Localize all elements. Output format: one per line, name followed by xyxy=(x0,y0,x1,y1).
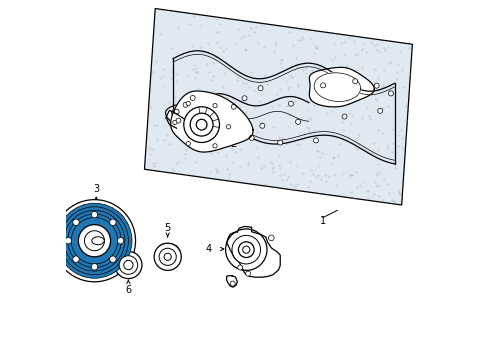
Polygon shape xyxy=(144,9,411,205)
Circle shape xyxy=(387,91,393,96)
Circle shape xyxy=(258,86,263,91)
Circle shape xyxy=(245,271,250,276)
Circle shape xyxy=(373,83,378,88)
Circle shape xyxy=(190,113,213,136)
Circle shape xyxy=(174,109,179,114)
Circle shape xyxy=(87,234,102,248)
Polygon shape xyxy=(226,226,280,277)
Circle shape xyxy=(320,83,325,88)
Circle shape xyxy=(230,281,235,286)
Circle shape xyxy=(242,246,249,253)
Circle shape xyxy=(186,101,190,105)
Text: 5: 5 xyxy=(164,223,170,233)
Circle shape xyxy=(172,120,177,125)
Text: 4: 4 xyxy=(205,244,211,254)
Circle shape xyxy=(109,256,116,262)
Circle shape xyxy=(154,243,181,270)
Circle shape xyxy=(186,141,190,146)
Polygon shape xyxy=(309,67,374,107)
Text: 3: 3 xyxy=(93,184,99,194)
Circle shape xyxy=(65,238,71,244)
Circle shape xyxy=(64,210,124,271)
Circle shape xyxy=(73,256,79,262)
Circle shape xyxy=(115,251,142,279)
Circle shape xyxy=(183,107,219,143)
Circle shape xyxy=(117,238,123,244)
Circle shape xyxy=(67,214,121,267)
Circle shape xyxy=(212,103,217,108)
Circle shape xyxy=(84,231,104,251)
Circle shape xyxy=(248,135,254,140)
Circle shape xyxy=(164,253,171,260)
Circle shape xyxy=(71,217,118,264)
Circle shape xyxy=(352,79,357,84)
Circle shape xyxy=(341,114,346,119)
Circle shape xyxy=(231,235,260,264)
Circle shape xyxy=(212,144,217,148)
Ellipse shape xyxy=(92,237,104,245)
Polygon shape xyxy=(170,91,252,152)
Circle shape xyxy=(91,211,98,218)
Circle shape xyxy=(196,119,206,130)
Circle shape xyxy=(119,256,138,274)
Circle shape xyxy=(238,242,254,257)
Circle shape xyxy=(225,229,266,270)
Circle shape xyxy=(73,219,79,225)
Text: 1: 1 xyxy=(319,216,325,226)
Circle shape xyxy=(268,235,274,241)
Polygon shape xyxy=(165,99,217,128)
Circle shape xyxy=(277,140,282,145)
Circle shape xyxy=(53,200,135,282)
Text: 2: 2 xyxy=(230,139,236,149)
Circle shape xyxy=(159,248,176,265)
Circle shape xyxy=(176,118,181,123)
Polygon shape xyxy=(157,244,180,267)
Text: 6: 6 xyxy=(125,285,131,295)
Circle shape xyxy=(123,260,133,270)
Circle shape xyxy=(91,264,98,270)
Circle shape xyxy=(377,108,382,113)
Polygon shape xyxy=(226,276,237,287)
Circle shape xyxy=(183,102,188,107)
Circle shape xyxy=(259,123,264,128)
Circle shape xyxy=(57,203,132,278)
Circle shape xyxy=(237,265,242,270)
Circle shape xyxy=(188,122,193,127)
Circle shape xyxy=(231,104,236,109)
Circle shape xyxy=(201,108,205,113)
Polygon shape xyxy=(313,73,360,102)
Circle shape xyxy=(109,219,116,225)
Circle shape xyxy=(78,225,110,257)
Circle shape xyxy=(313,138,318,143)
Circle shape xyxy=(61,207,128,275)
Circle shape xyxy=(190,95,195,100)
Circle shape xyxy=(242,96,246,101)
Circle shape xyxy=(226,125,230,129)
Circle shape xyxy=(288,101,293,106)
Circle shape xyxy=(295,120,300,124)
